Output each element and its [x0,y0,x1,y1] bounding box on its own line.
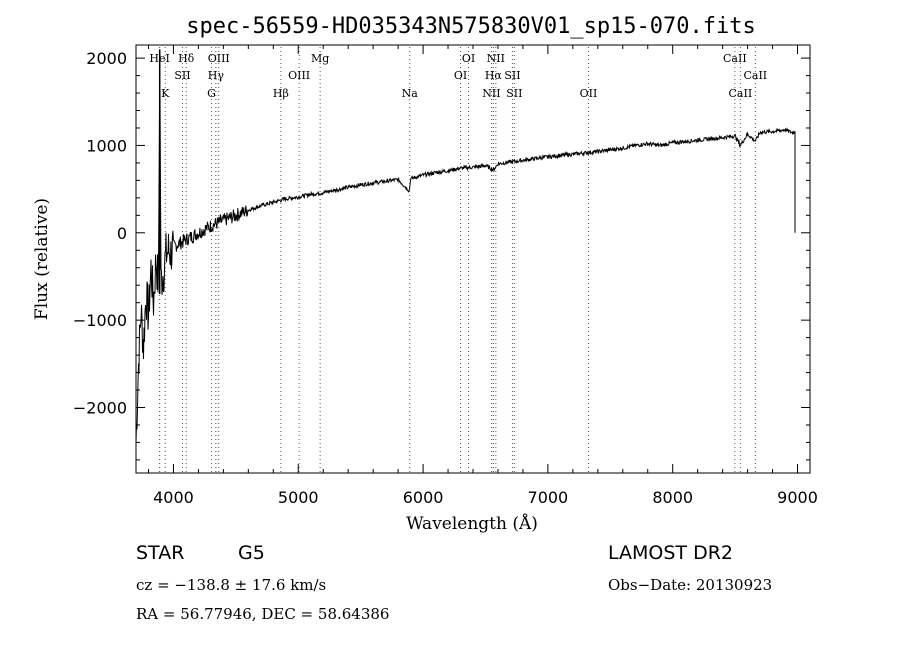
chart-title: spec-56559-HD035343N575830V01_sp15-070.f… [186,14,756,39]
y-tick-label: 2000 [86,49,127,68]
spectral-line-markers [159,47,756,472]
y-tick-label: 0 [117,224,127,243]
spectral-line-label: OII [580,87,598,100]
x-tick-label: 4000 [153,488,194,507]
spectral-line-label: OI [454,69,467,82]
survey-name: LAMOST DR2 [608,542,733,564]
spectral-line-label: NII [487,52,505,65]
object-class: STAR [136,542,184,564]
x-tick-label: 9000 [777,488,818,507]
y-axis-label: Flux (relative) [32,198,52,320]
spectral-line-label: NII [482,87,500,100]
spectral-line-label: G [207,87,216,100]
spectral-line-label: Hδ [178,52,195,65]
spectral-line-label: OIII [288,69,310,82]
x-tick-label: 6000 [403,488,444,507]
spectral-line-label: Hα [485,69,503,82]
x-tick-label: 5000 [278,488,319,507]
plot-frame [135,44,811,474]
x-tick-label: 8000 [652,488,693,507]
spectral-line-label: CaII [729,87,753,100]
spectral-line-label: SII [504,69,520,82]
spectral-line-label: CaII [743,69,767,82]
coordinates-readout: RA = 56.77946, DEC = 58.64386 [136,605,389,623]
spectral-line-label: OIII [208,52,230,65]
spectral-line-label: OI [462,52,475,65]
spectral-line-label: SII [506,87,522,100]
spectral-line-label: CaII [723,52,747,65]
redshift-readout: cz = −138.8 ± 17.6 km/s [136,576,326,594]
spectrum-line [135,90,796,443]
spectral-line-labels: HeIHγKHδSIIOIIIGHβOIIIMgNaOIOINIIHαSIINI… [149,52,767,100]
x-tick-label: 7000 [528,488,569,507]
y-tick-label: −2000 [73,398,127,417]
spectral-line-label: Hγ [208,69,225,82]
spectral-line-label: SII [174,69,190,82]
x-axis-label: Wavelength (Å) [406,513,538,534]
spectral-line-label: Hβ [273,87,289,100]
y-tick-label: 1000 [86,136,127,155]
spectral-line-label: Na [402,87,419,100]
y-tick-label: −1000 [73,311,127,330]
y-axis: −2000 −1000 0 1000 2000 [73,49,810,461]
x-axis: 4000 5000 6000 7000 8000 9000 [147,45,818,507]
obs-date: Obs−Date: 20130923 [608,576,772,594]
spectral-line-label: Mg [311,52,329,65]
object-subclass: G5 [238,542,265,564]
spectral-line-label: K [161,87,170,100]
